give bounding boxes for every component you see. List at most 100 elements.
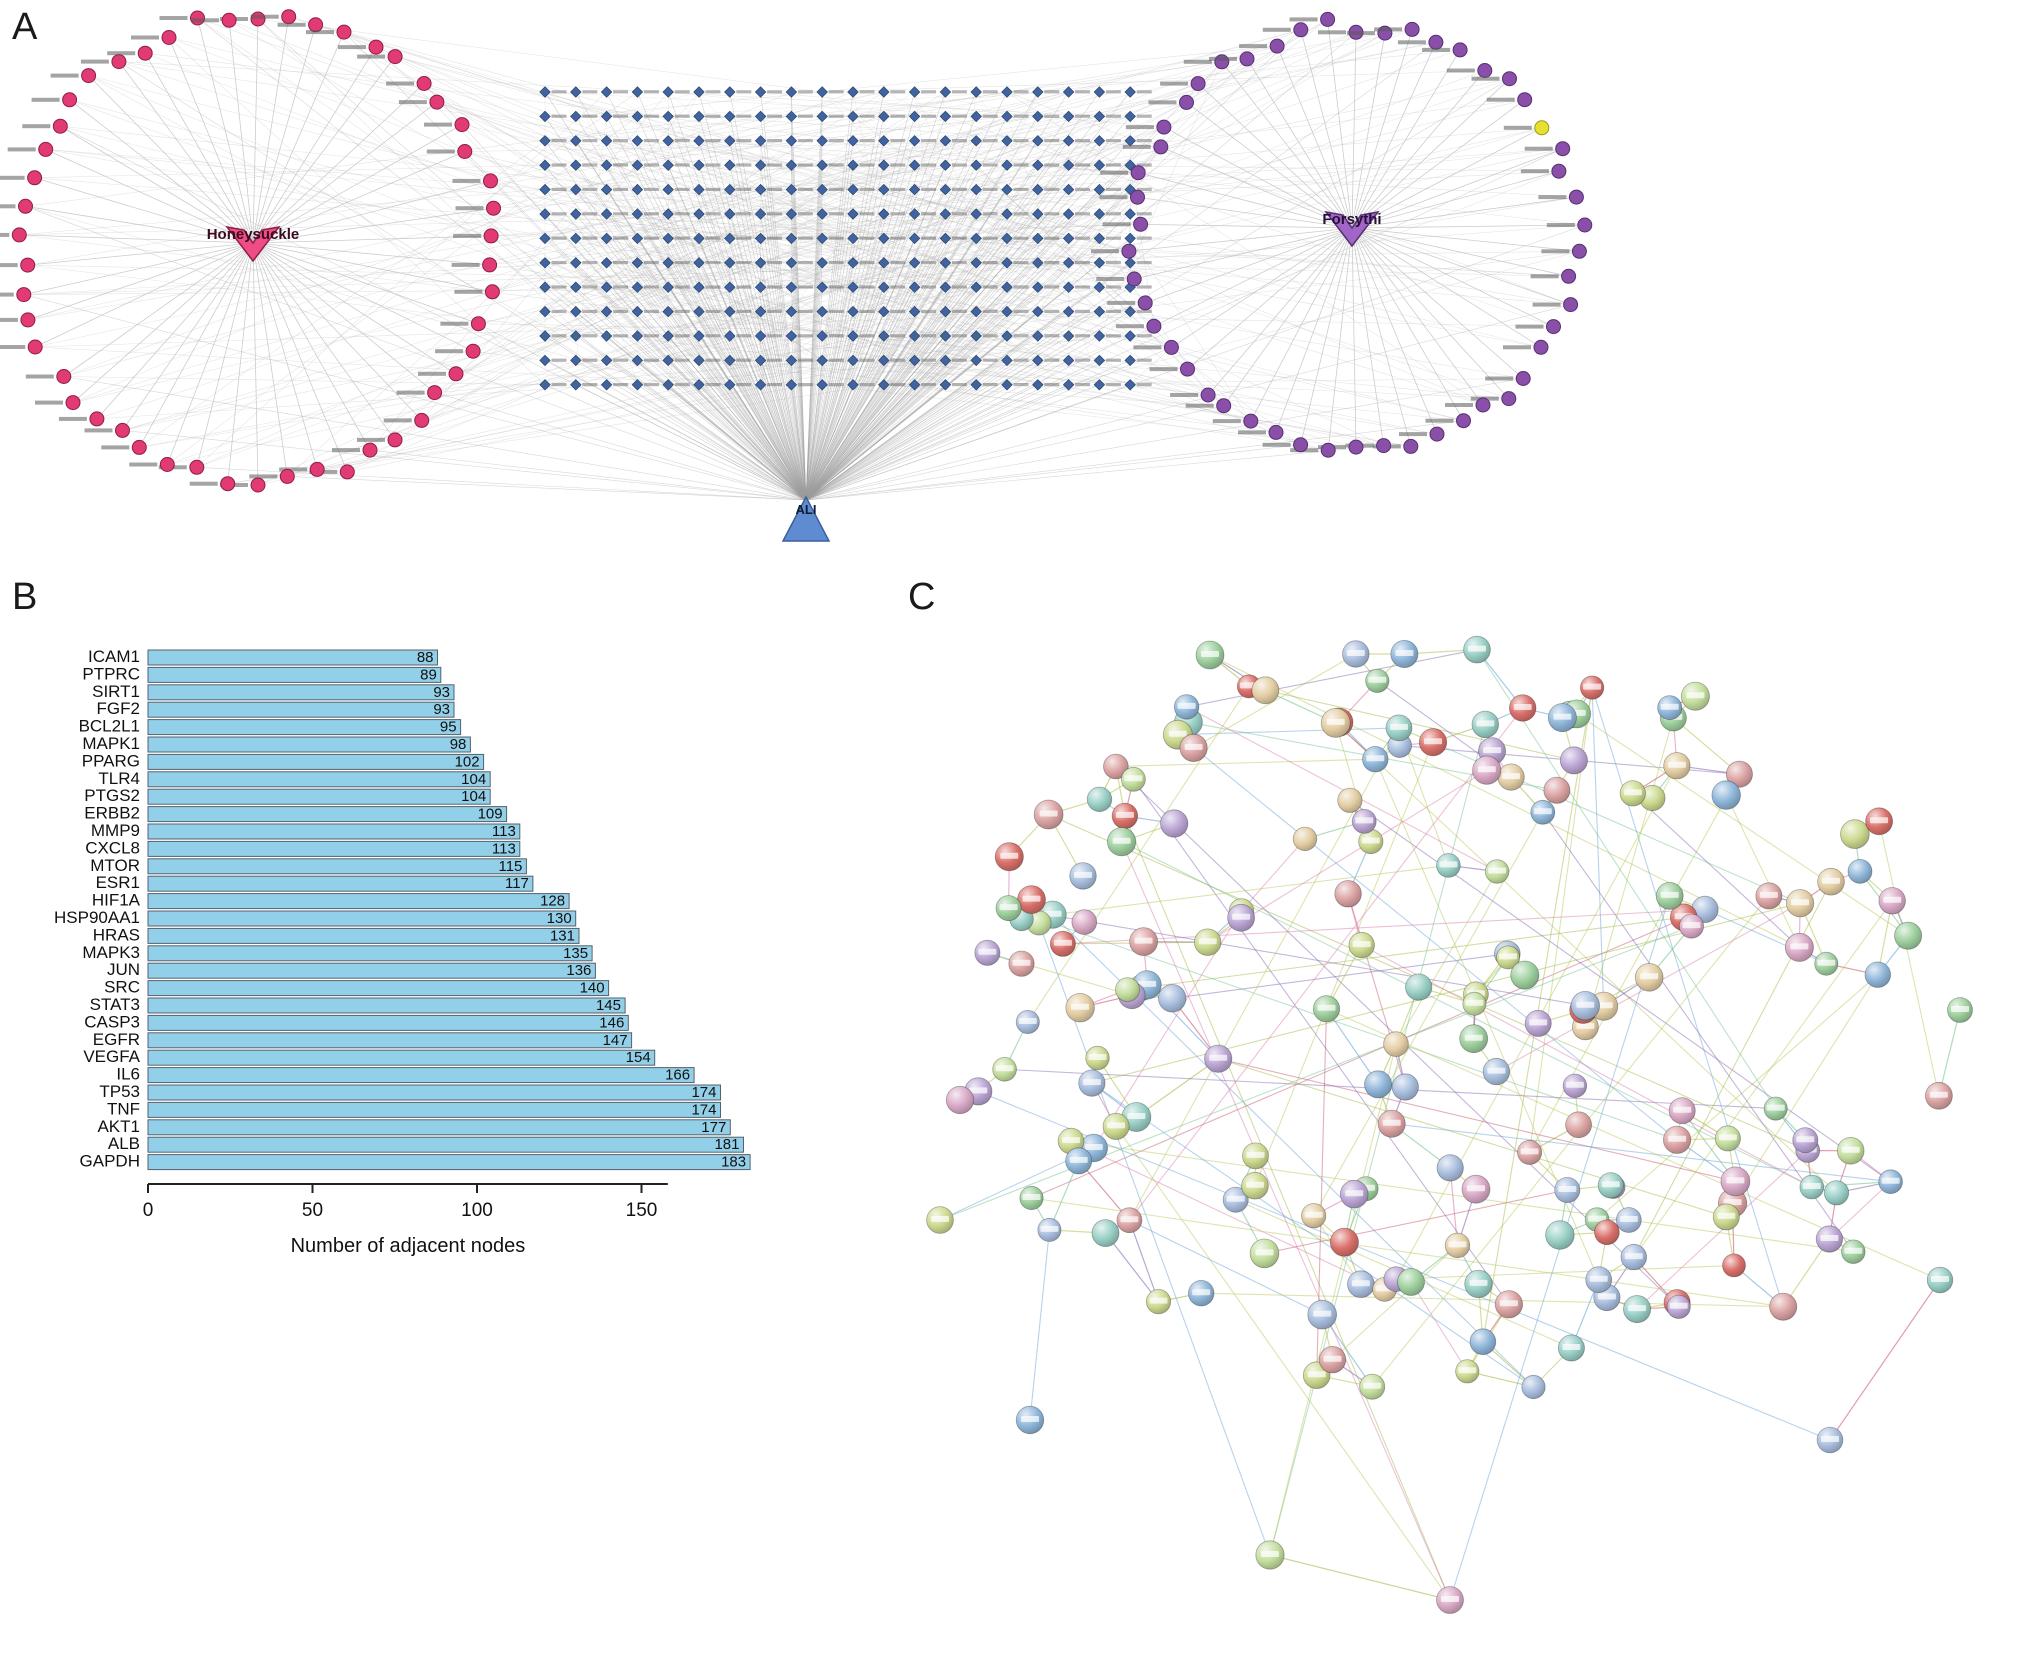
bar [147,771,491,788]
bar-category-label: MAPK1 [82,734,140,753]
bar [147,1084,721,1101]
bar-value-label: 113 [492,823,516,840]
bar-value-label: 131 [550,927,575,944]
bar-category-label: CXCL8 [85,838,140,857]
bar-category-label: TNF [107,1099,140,1118]
bar [147,719,462,736]
bar-category-label: AKT1 [97,1117,140,1136]
bar [147,788,491,805]
bar-category-label: FGF2 [97,699,140,718]
bar-value-label: 89 [420,666,437,683]
bar-category-label: VEGFA [83,1047,140,1066]
bar-value-label: 177 [701,1119,726,1136]
bar [147,875,534,892]
bar-value-label: 181 [714,1136,739,1153]
bar-value-label: 140 [580,980,605,997]
ali-hub-label: ALI [796,502,817,517]
bar-category-label: EGFR [93,1030,140,1049]
bar [147,1067,695,1084]
bar [147,1154,751,1171]
bar-category-label: ALB [108,1134,140,1153]
panel-b-label: B [12,576,38,618]
bar-value-label: 136 [566,962,591,979]
bar-category-label: TP53 [99,1082,140,1101]
bar-value-label: 93 [433,701,450,718]
bar-value-label: 109 [478,806,503,823]
bar [147,1032,633,1049]
bar-category-label: MMP9 [91,821,140,840]
bar-category-label: SIRT1 [92,682,140,701]
bar-category-label: PTPRC [82,664,140,683]
bar [147,1014,629,1031]
bar [147,858,527,875]
bar [147,649,438,666]
bar [147,1119,731,1136]
bar-value-label: 88 [417,649,434,666]
bar-category-label: BCL2L1 [79,717,140,736]
bar-category-label: STAT3 [90,995,140,1014]
panel-a-label: A [12,6,38,48]
bar-value-label: 98 [450,736,467,753]
panel-a-herb-target-network: Honeysuckle Forsythi ALI [0,9,1593,542]
bar [147,1101,721,1118]
bar-value-label: 95 [440,719,457,736]
bar-category-label: PTGS2 [84,786,140,805]
forsythia-hub-label: Forsythi [1322,211,1381,228]
bar [147,736,471,753]
bar-category-label: MTOR [90,856,140,875]
bar [147,1136,744,1153]
bar-value-label: 147 [603,1032,628,1049]
x-axis-title: Number of adjacent nodes [291,1235,526,1257]
bar [147,927,580,944]
bar-value-label: 104 [461,788,486,805]
bar-category-label: JUN [107,960,140,979]
bar-value-label: 104 [461,771,486,788]
bar-value-label: 166 [665,1067,690,1084]
bar-value-label: 183 [721,1154,746,1171]
bar-category-label: CASP3 [84,1012,140,1031]
bar-value-label: 145 [596,997,621,1014]
x-tick-label: 0 [143,1200,154,1221]
bar-category-label: ESR1 [96,873,140,892]
bar [147,753,485,770]
bar [147,893,570,910]
bar [147,997,626,1014]
bar [147,666,442,683]
bar-category-label: IL6 [116,1065,140,1084]
bar-value-label: 130 [547,910,572,927]
bar [147,980,610,997]
bar-category-label: TLR4 [98,769,140,788]
bar [147,840,521,857]
bar-value-label: 128 [540,893,565,910]
bar-value-label: 117 [505,875,529,892]
bar-category-label: PPARG [82,751,140,770]
bar-category-label: ERBB2 [84,804,140,823]
panel-c-ppi-network [926,635,1973,1614]
bar [147,684,455,701]
x-tick-label: 150 [626,1200,658,1221]
bar [147,823,521,840]
bar [147,945,593,962]
bar-value-label: 146 [599,1014,624,1031]
bar-value-label: 113 [492,840,516,857]
bar-category-label: MAPK3 [82,943,140,962]
x-tick-label: 50 [302,1200,323,1221]
bar-category-label: SRC [104,978,140,997]
bar-category-label: HRAS [93,925,140,944]
bar-category-label: ICAM1 [88,647,140,666]
bar-category-label: HIF1A [92,891,141,910]
bar-value-label: 154 [626,1049,651,1066]
bar-value-label: 174 [691,1084,716,1101]
panel-c-label: C [908,576,936,618]
bar-value-label: 174 [691,1101,716,1118]
bar [147,701,455,718]
bar-value-label: 135 [563,945,588,962]
bar-category-label: GAPDH [80,1152,140,1171]
bar-value-label: 115 [498,858,522,875]
bar-value-label: 102 [455,753,480,770]
honeysuckle-hub-label: Honeysuckle [207,226,300,243]
bar [147,806,508,823]
x-tick-label: 100 [461,1200,493,1221]
bar [147,1049,656,1066]
